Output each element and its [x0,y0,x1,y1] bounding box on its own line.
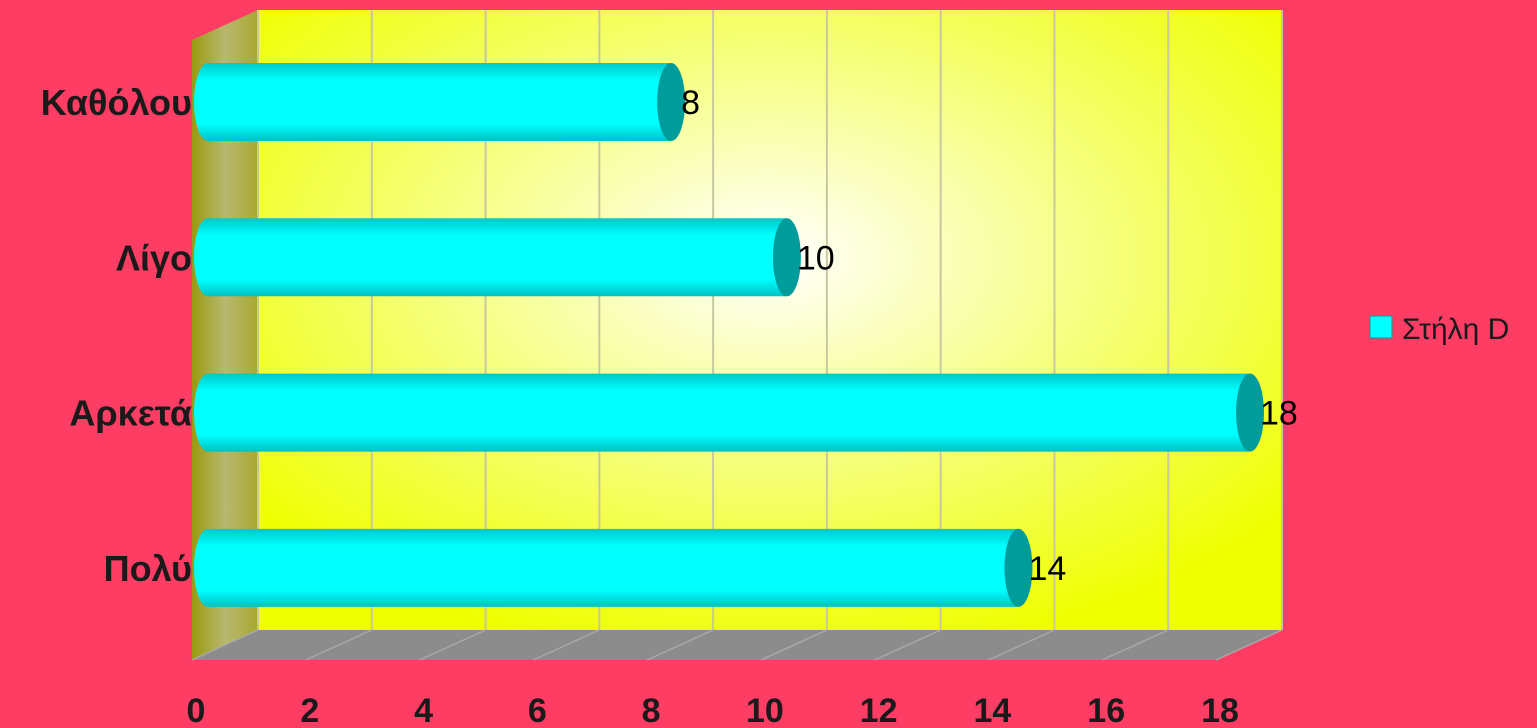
floor-gridline-2 [419,629,486,661]
data-label-2: 18 [1260,395,1298,433]
legend-label-series-1: Στήλη D [1402,313,1509,346]
floor-gridline-8 [1101,629,1169,661]
category-label-0: Καθόλου [41,82,192,123]
x-tick-label-3: 6 [528,692,547,728]
floor-gridline-3 [533,629,600,661]
bar-cap-1 [772,218,801,297]
x-tick-label-6: 12 [860,692,898,728]
category-label-3: Πολύ [104,548,192,589]
category-label-1: Λίγο [116,237,192,278]
x-tick-label-4: 8 [642,692,661,728]
chart-floor [192,630,1282,660]
floor-gridline-1 [305,629,373,661]
category-label-2: Αρκετά [69,393,192,434]
bar-body-1 [194,218,787,297]
side-wall [192,10,258,660]
x-tick-label-9: 18 [1201,692,1239,728]
legend-swatch [1369,315,1393,339]
bar-0 [194,63,686,141]
x-tick-label-2: 4 [414,692,433,728]
x-tick-label-0: 0 [187,692,206,728]
bar-body-3 [194,528,1019,607]
bar-body-0 [194,63,672,141]
bar-body-2 [194,373,1250,452]
floor-gridline-0 [191,629,259,661]
bar-cap-2 [1236,373,1264,452]
x-tick-label-7: 14 [974,692,1012,728]
bar-3 [194,528,1033,607]
bar-cap-0 [657,63,686,141]
legend: Στήλη D [1369,313,1509,346]
floor-gridline-4 [646,629,714,661]
bar-cap-3 [1004,528,1033,607]
data-label-0: 8 [681,84,700,122]
x-tick-label-1: 2 [300,692,319,728]
data-label-3: 14 [1028,550,1066,588]
floor-gridline-5 [760,629,828,661]
floor-gridline-9 [1215,629,1283,661]
floor-gridline-7 [988,629,1055,661]
bar-1 [194,218,801,297]
bar-2 [194,373,1264,452]
data-label-1: 10 [797,239,835,277]
floor-gridline-6 [874,629,941,661]
x-tick-label-8: 16 [1087,692,1125,728]
x-tick-label-5: 10 [746,692,784,728]
